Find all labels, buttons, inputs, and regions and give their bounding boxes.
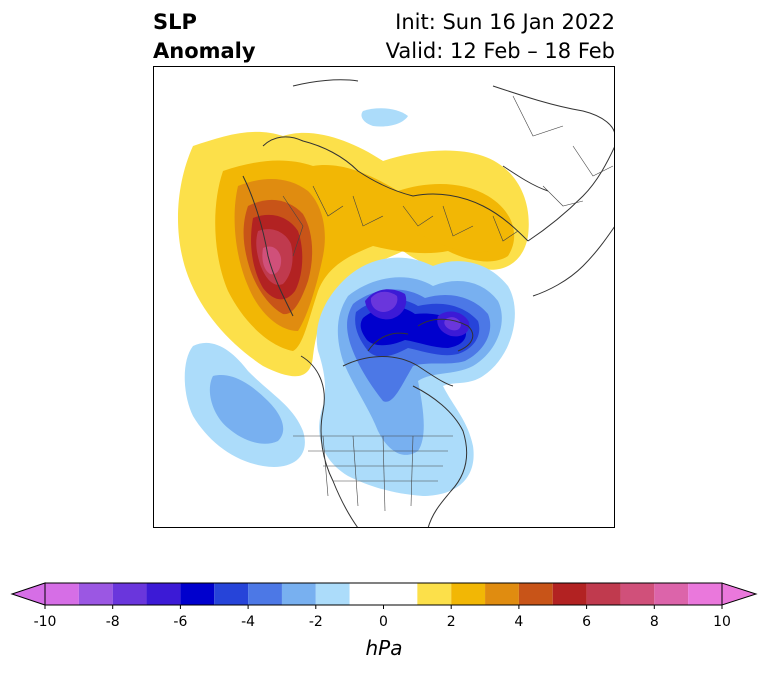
colorbar-bin (349, 583, 418, 605)
title-init-date: Init: Sun 16 Jan 2022 (395, 10, 615, 34)
title-valid-range: Valid: 12 Feb – 18 Feb (385, 39, 615, 63)
coastlines (242, 79, 615, 528)
colorbar-tick-label: -4 (241, 614, 256, 630)
colorbar-bin (688, 583, 722, 605)
map-title-left: SLP Anomaly (153, 8, 256, 66)
colorbar-bin (112, 583, 147, 605)
borders (282, 95, 614, 512)
title-quantity: Anomaly (153, 39, 256, 63)
colorbar-tick-label: 2 (446, 614, 456, 630)
colorbar-extend-high (721, 582, 758, 606)
colorbar-bin (620, 583, 655, 605)
colorbar-tick-label: 10 (713, 614, 731, 630)
colorbar-tick-label: -2 (308, 614, 323, 630)
colorbar (10, 582, 758, 609)
slp-anomaly-map (153, 66, 615, 528)
colorbar-tick-label: -6 (173, 614, 188, 630)
colorbar-bin (586, 583, 621, 605)
negative-anomaly-arctic (184, 108, 515, 496)
colorbar-bin (451, 583, 486, 605)
colorbar-tick-label: -8 (105, 614, 120, 630)
title-variable: SLP (153, 10, 197, 34)
colorbar-extend-low (10, 582, 46, 606)
colorbar-bin (248, 583, 282, 605)
colorbar-bin (146, 583, 181, 605)
colorbar-bin (214, 583, 249, 605)
colorbar-bin (45, 583, 79, 605)
colorbar-bin (78, 583, 113, 605)
colorbar-tick-label: 4 (514, 614, 524, 630)
colorbar-tick-label: 0 (379, 614, 388, 630)
colorbar-bin (417, 583, 452, 605)
colorbar-units-label: hPa (365, 636, 403, 660)
colorbar-bin (518, 583, 553, 605)
colorbar-bin (654, 583, 689, 605)
colorbar-bin (315, 583, 350, 605)
colorbar-tick-label: 6 (582, 614, 592, 630)
colorbar-bin (180, 583, 215, 605)
colorbar-bin (552, 583, 587, 605)
colorbar-bin (281, 583, 316, 605)
map-title-right: Init: Sun 16 Jan 2022 Valid: 12 Feb – 18… (386, 8, 615, 66)
colorbar-bin (485, 583, 519, 605)
colorbar-tick-label: 8 (649, 614, 659, 630)
colorbar-tick-label: -10 (33, 614, 57, 630)
